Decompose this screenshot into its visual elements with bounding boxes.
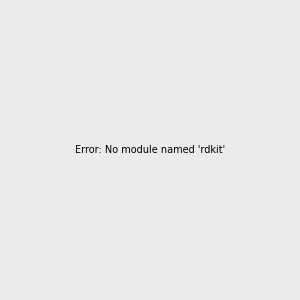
Text: Error: No module named 'rdkit': Error: No module named 'rdkit' bbox=[75, 145, 225, 155]
